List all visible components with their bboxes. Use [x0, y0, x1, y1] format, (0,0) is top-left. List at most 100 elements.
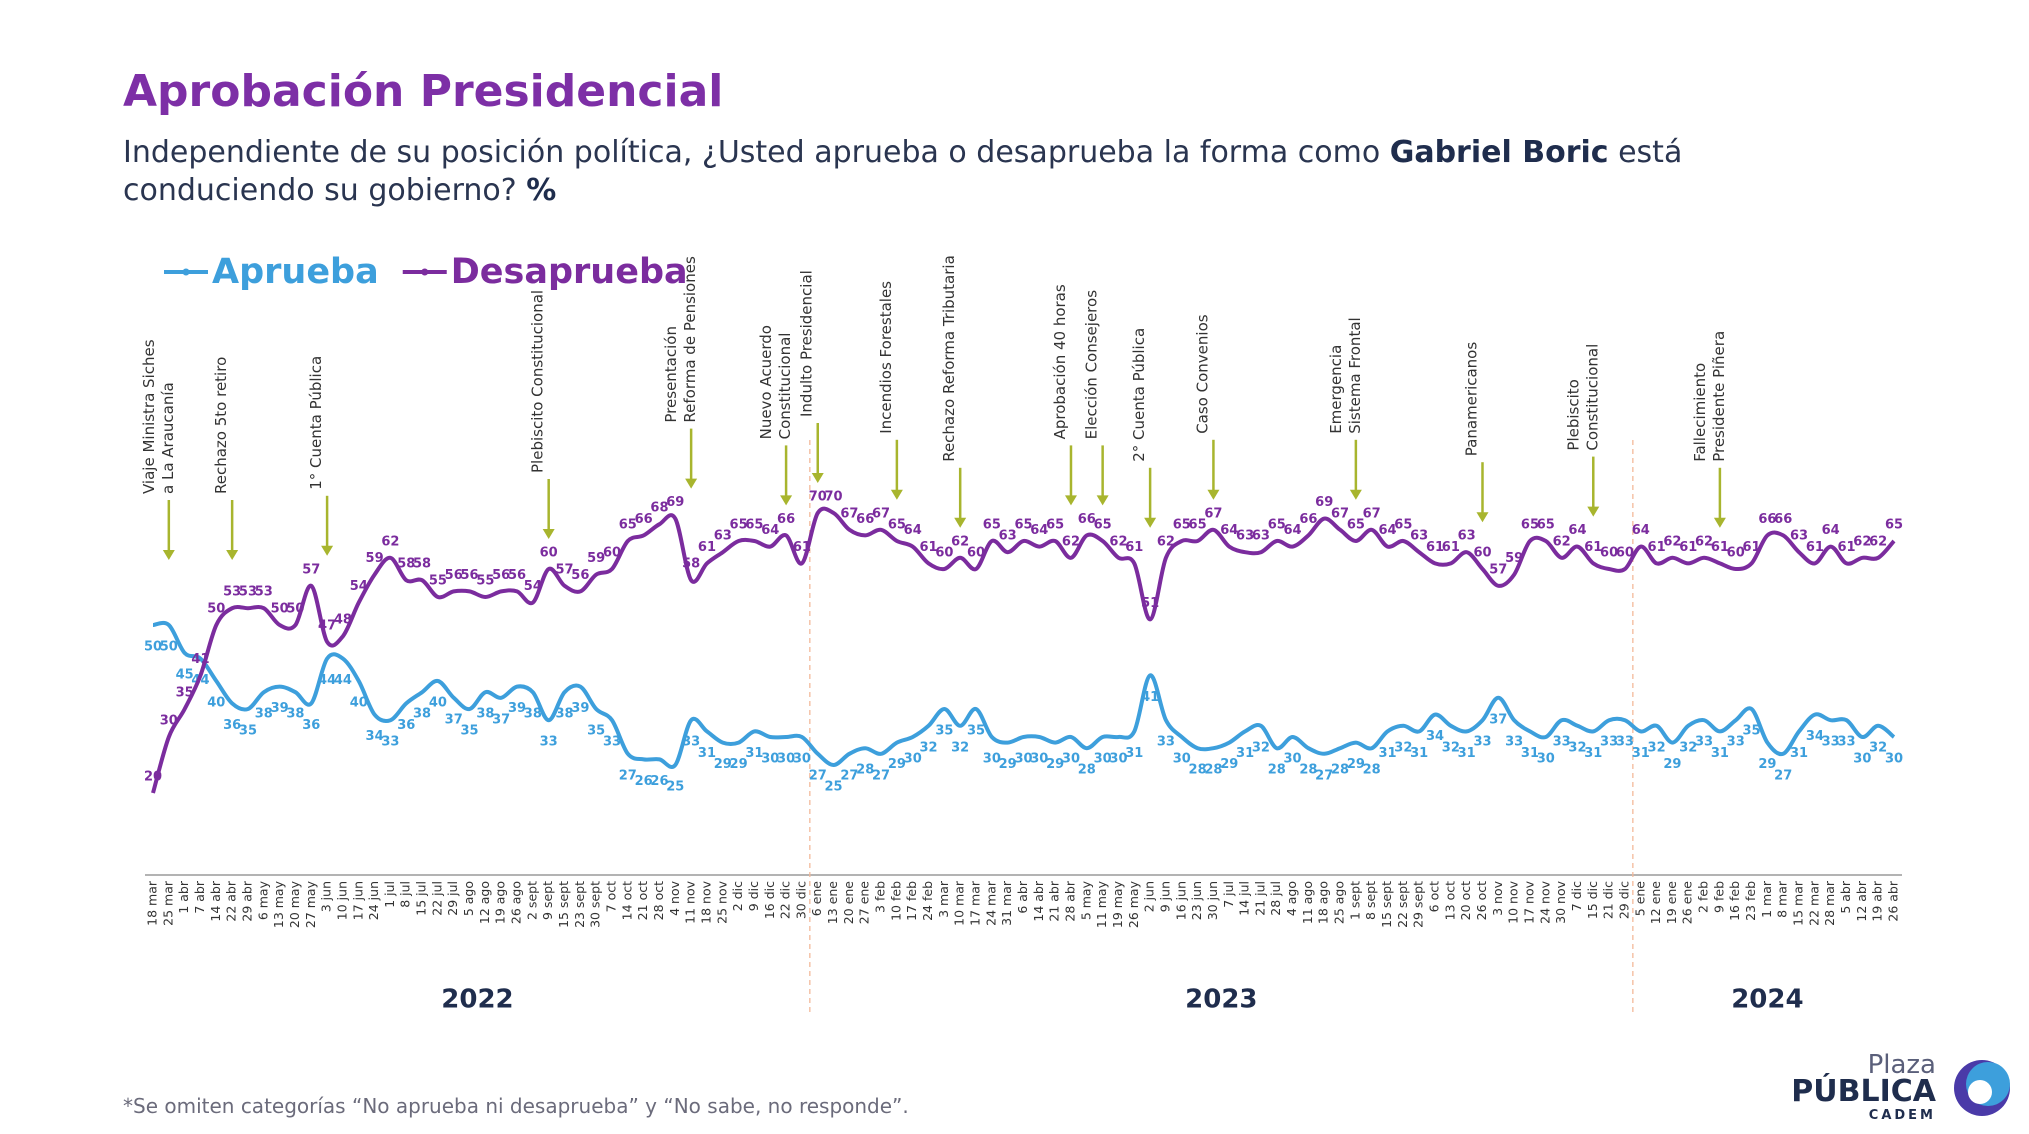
annotation: EmergenciaSistema Frontal [1327, 317, 1364, 433]
data-label: 30 [1173, 752, 1191, 767]
x-tick-label: 21 dic [1601, 881, 1616, 919]
data-label: 34 [366, 729, 384, 744]
data-label: 65 [1394, 518, 1412, 533]
footnote: *Se omiten categorías “No aprueba ni des… [123, 1094, 909, 1118]
annotation-line: Nuevo Acuerdo [757, 325, 775, 439]
data-label: 33 [1837, 735, 1855, 750]
data-label: 33 [682, 735, 700, 750]
x-tick-label: 25 ago [1332, 881, 1347, 924]
data-label: 66 [1299, 512, 1317, 527]
logo-icon [1954, 1060, 2010, 1116]
x-tick-label: 1 mar [1759, 880, 1774, 918]
annotation: Nuevo AcuerdoConstitucional [757, 325, 794, 439]
annotation-arrowhead [1207, 489, 1220, 500]
data-label: 30 [160, 714, 178, 729]
data-label: 31 [1632, 746, 1650, 761]
annotation-line: Rechazo 5to retiro [212, 357, 230, 494]
data-label: 64 [1822, 523, 1840, 538]
data-label: 58 [413, 557, 431, 572]
data-label: 33 [1553, 735, 1571, 750]
x-tick-label: 17 feb [904, 881, 919, 921]
subtitle-text: está conduciendo su gobierno? [123, 135, 1683, 208]
data-label: 61 [698, 540, 716, 555]
data-label: 27 [1315, 768, 1333, 783]
x-tick-label: 1 sept [1347, 881, 1362, 920]
x-tick-label: 8 mar [1775, 880, 1790, 918]
data-label: 33 [603, 735, 621, 750]
data-label: 31 [1236, 746, 1254, 761]
annotation: PlebiscitoConstitucional [1564, 344, 1601, 451]
subtitle-text: Independiente de su posición política, ¿… [123, 135, 1390, 170]
annotation-line: Caso Convenios [1193, 314, 1211, 434]
data-label: 62 [1869, 534, 1887, 549]
data-label: 56 [492, 568, 510, 583]
data-label: 35 [587, 724, 605, 739]
data-label: 59 [1505, 551, 1523, 566]
annotation-arrowhead [226, 550, 239, 560]
x-tick-label: 4 ago [1284, 881, 1299, 916]
data-label: 39 [571, 701, 589, 716]
x-tick-label: 3 feb [873, 881, 888, 913]
data-label: 61 [919, 540, 937, 555]
annotation-line: Presentación [662, 326, 680, 423]
annotation-line: Viaje Ministra Siches [140, 339, 158, 494]
data-line [152, 620, 1896, 769]
annotation-line: Presidente Piñera [1710, 331, 1728, 462]
x-tick-label: 30 dic [793, 881, 808, 919]
data-label: 38 [413, 707, 431, 722]
data-label: 61 [1442, 540, 1460, 555]
x-tick-label: 5 abr [1838, 880, 1853, 914]
data-label: 61 [1125, 540, 1143, 555]
x-tick-label: 13 ene [825, 881, 840, 924]
x-tick-label: 15 mar [1791, 880, 1806, 926]
annotation: PresentaciónReforma de Pensiones [662, 256, 699, 423]
data-label: 26 [635, 774, 653, 789]
x-tick-label: 19 ago [493, 881, 508, 924]
logo-text: CADEM [1868, 1108, 1936, 1123]
data-label: 30 [1014, 752, 1032, 767]
data-label: 59 [587, 551, 605, 566]
data-label: 65 [1537, 518, 1555, 533]
data-label: 33 [1600, 735, 1618, 750]
data-label: 59 [366, 551, 384, 566]
data-label: 55 [429, 574, 447, 589]
data-label: 27 [809, 768, 827, 783]
data-label: 38 [255, 707, 273, 722]
data-label: 38 [555, 707, 573, 722]
data-label: 50 [144, 640, 162, 655]
x-tick-label: 19 may [1110, 880, 1125, 928]
data-label: 62 [1853, 534, 1871, 549]
data-label: 28 [1363, 763, 1381, 778]
data-label: 38 [524, 707, 542, 722]
annotation: Rechazo 5to retiro [212, 357, 230, 494]
x-tick-label: 15 jul [414, 881, 429, 916]
data-label: 54 [524, 579, 542, 594]
data-label: 41 [1141, 690, 1159, 705]
x-tick-label: 9 sept [540, 881, 555, 920]
data-label: 36 [397, 718, 415, 733]
x-tick-label: 28 oct [651, 881, 666, 920]
data-label: 32 [1869, 740, 1887, 755]
data-label: 61 [1743, 540, 1761, 555]
x-tick-label: 6 abr [1015, 880, 1030, 914]
title: Aprobación Presidencial [123, 66, 724, 117]
data-label: 32 [1679, 740, 1697, 755]
x-tick-label: 24 nov [1537, 880, 1552, 923]
data-label: 62 [1062, 534, 1080, 549]
data-label: 66 [856, 512, 874, 527]
data-label: 37 [1489, 712, 1507, 727]
data-label: 61 [1837, 540, 1855, 555]
data-label: 29 [1758, 757, 1776, 772]
data-label: 31 [1378, 746, 1396, 761]
data-label: 29 [888, 757, 906, 772]
annotation-arrowhead [1349, 489, 1362, 500]
x-tick-label: 14 oct [619, 881, 634, 920]
annotation: Indulto Presidencial [798, 270, 816, 417]
x-tick-label: 11 may [1094, 880, 1109, 928]
data-label: 31 [1521, 746, 1539, 761]
annotation-line: Elección Consejeros [1083, 290, 1101, 440]
x-tick-label: 21 abr [1047, 880, 1062, 921]
logo-text: Plaza [1867, 1050, 1936, 1080]
